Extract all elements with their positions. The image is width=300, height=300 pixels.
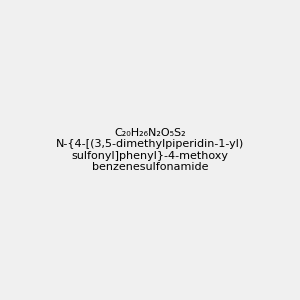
Text: C₂₀H₂₆N₂O₅S₂
N-{4-[(3,5-dimethylpiperidin-1-yl)
sulfonyl]phenyl}-4-methoxy
benze: C₂₀H₂₆N₂O₅S₂ N-{4-[(3,5-dimethylpiperidi… [56,128,244,172]
